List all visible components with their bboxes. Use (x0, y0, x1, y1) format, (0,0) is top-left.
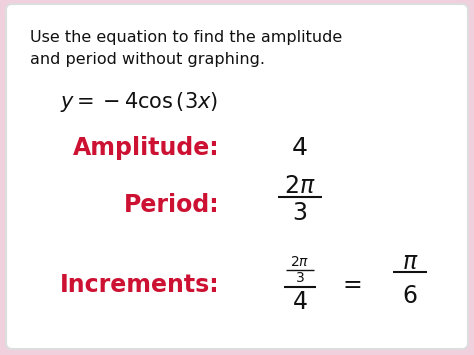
Text: =: = (342, 273, 362, 297)
Text: $2\pi$: $2\pi$ (284, 174, 316, 198)
FancyBboxPatch shape (6, 4, 468, 349)
Text: Amplitude:: Amplitude: (73, 136, 220, 160)
Text: $2\pi$: $2\pi$ (290, 255, 310, 269)
Text: 4: 4 (292, 136, 308, 160)
Text: Use the equation to find the amplitude: Use the equation to find the amplitude (30, 30, 342, 45)
Text: $\pi$: $\pi$ (402, 250, 418, 274)
Text: 4: 4 (292, 290, 308, 314)
Text: 6: 6 (402, 284, 418, 308)
Text: 3: 3 (292, 201, 308, 225)
Text: and period without graphing.: and period without graphing. (30, 52, 265, 67)
Text: Increments:: Increments: (60, 273, 220, 297)
Text: Period:: Period: (124, 193, 220, 217)
Text: 3: 3 (296, 271, 304, 285)
Text: $y = -4\cos\left(3x\right)$: $y = -4\cos\left(3x\right)$ (60, 90, 218, 114)
